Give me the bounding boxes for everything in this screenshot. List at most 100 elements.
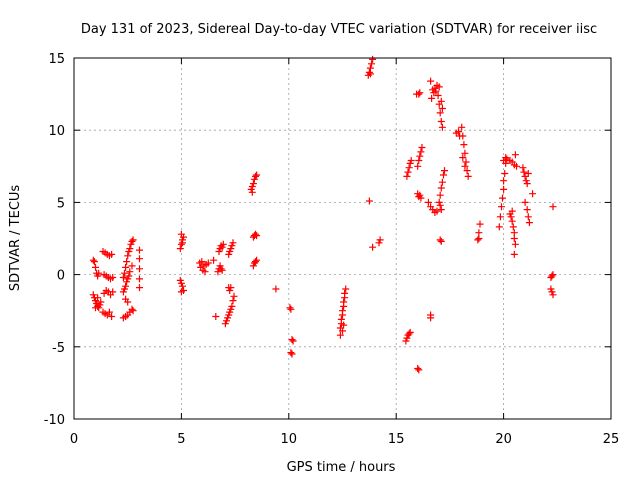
data-point <box>108 313 116 320</box>
data-point <box>418 144 426 151</box>
data-point <box>474 236 482 244</box>
data-point <box>403 172 411 180</box>
data-point <box>476 220 484 228</box>
data-point <box>286 304 294 312</box>
data-point <box>463 167 471 175</box>
data-point <box>253 232 261 240</box>
data-point <box>460 141 468 149</box>
y-axis-label: SDTVAR / TECUs <box>8 185 23 292</box>
y-tick-label: 10 <box>48 124 65 139</box>
data-point <box>129 236 137 244</box>
data-point <box>369 243 377 251</box>
data-point <box>228 302 236 310</box>
data-point <box>123 258 131 266</box>
data-point <box>525 219 533 227</box>
data-point <box>475 235 483 242</box>
data-point <box>92 263 99 271</box>
data-point <box>549 271 557 279</box>
data-point <box>198 258 206 266</box>
data-point <box>507 213 515 221</box>
data-point <box>436 201 444 209</box>
y-axis-ticks: -10 -5 0 5 10 15 <box>44 52 611 428</box>
data-point <box>513 162 520 170</box>
data-point <box>365 197 373 205</box>
data-point <box>109 274 117 281</box>
data-point <box>441 167 448 175</box>
data-point <box>212 313 220 320</box>
data-point <box>230 292 238 300</box>
data-point <box>340 298 348 306</box>
data-point <box>549 203 557 211</box>
data-point <box>458 123 466 131</box>
data-point <box>287 305 295 313</box>
data-point <box>252 258 259 266</box>
data-point <box>218 266 226 274</box>
data-point <box>498 203 505 211</box>
data-point <box>136 246 143 254</box>
data-point <box>136 255 143 263</box>
data-point <box>455 128 462 136</box>
grid-lines <box>74 58 611 419</box>
data-point <box>89 256 97 264</box>
data-point <box>272 285 280 293</box>
data-point <box>510 235 518 242</box>
data-point <box>462 158 470 166</box>
data-point <box>524 213 532 221</box>
data-point <box>340 321 348 329</box>
data-point <box>428 94 436 102</box>
data-point <box>405 330 413 338</box>
data-point <box>496 213 504 221</box>
data-point <box>177 288 185 296</box>
data-point <box>499 194 506 202</box>
data-point <box>414 162 422 170</box>
data-point <box>417 148 425 156</box>
x-axis-ticks: 0 5 10 15 20 25 <box>70 58 619 447</box>
x-tick-label: 25 <box>603 432 620 447</box>
data-point <box>511 151 519 159</box>
data-point <box>416 152 424 160</box>
data-point <box>520 168 528 176</box>
data-point <box>549 291 557 299</box>
data-point <box>108 250 116 258</box>
data-point <box>179 239 186 247</box>
data-point <box>126 268 134 276</box>
data-point <box>210 256 218 264</box>
data-point <box>341 289 349 297</box>
data-point <box>368 60 375 68</box>
data-point <box>94 294 102 302</box>
data-point <box>500 185 508 193</box>
data-point <box>438 105 446 112</box>
data-point <box>417 194 425 202</box>
y-tick-label: 0 <box>57 269 65 284</box>
data-point <box>440 171 447 179</box>
data-point <box>97 298 105 306</box>
data-point <box>523 180 531 188</box>
data-point <box>136 275 143 283</box>
data-point <box>219 240 227 248</box>
data-point <box>252 230 259 238</box>
y-tick-label: 5 <box>57 196 65 211</box>
data-point <box>414 365 422 372</box>
x-tick-label: 0 <box>70 432 78 447</box>
data-point <box>434 92 442 99</box>
data-point <box>128 305 136 313</box>
data-point <box>177 230 185 238</box>
data-point <box>105 308 113 316</box>
data-point <box>253 256 261 264</box>
data-point <box>461 162 469 170</box>
x-tick-label: 10 <box>281 432 298 447</box>
data-point <box>436 109 444 117</box>
data-point <box>519 164 527 172</box>
data-point <box>438 178 446 186</box>
data-point <box>508 207 516 215</box>
data-point <box>252 172 259 180</box>
data-point <box>435 83 443 91</box>
data-point <box>508 217 516 225</box>
data-point <box>501 170 509 177</box>
data-point <box>509 223 517 231</box>
data-point <box>253 171 261 179</box>
data-point <box>128 262 136 270</box>
data-point <box>427 77 435 85</box>
data-point <box>406 328 414 336</box>
